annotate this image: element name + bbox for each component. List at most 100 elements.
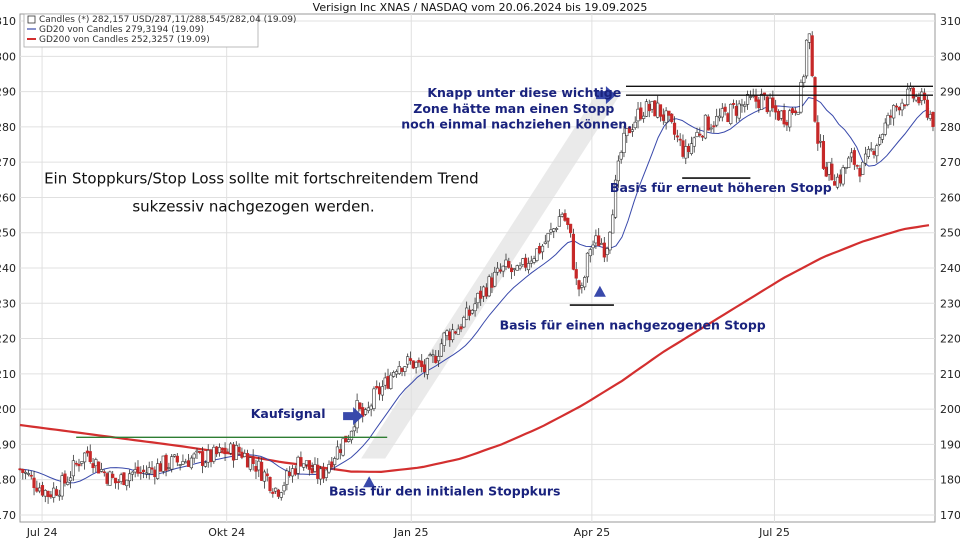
candle-down <box>122 472 126 485</box>
candle-up <box>745 94 750 105</box>
candle-down <box>158 463 163 472</box>
y-tick-label-left: 200 <box>0 403 16 416</box>
candle-up <box>914 96 918 101</box>
candle-up <box>644 101 649 117</box>
annotation-text: Kaufsignal <box>251 406 326 421</box>
candle-down <box>49 494 53 498</box>
candle-up <box>633 121 637 129</box>
candle-down <box>411 360 415 369</box>
candle-up <box>689 143 694 154</box>
candle-up <box>462 317 466 328</box>
candle-up <box>167 467 171 469</box>
candle-down <box>226 451 230 454</box>
y-tick-label-right: 290 <box>940 86 960 99</box>
candle-down <box>310 468 314 474</box>
candle-down <box>507 260 511 268</box>
y-tick-label-right: 170 <box>940 509 960 522</box>
candle-down <box>377 386 382 395</box>
candle-up <box>554 228 559 230</box>
y-tick-label-left: 250 <box>0 227 16 240</box>
candle-up <box>788 110 792 128</box>
candle-up <box>608 231 612 251</box>
candle-down <box>164 454 168 471</box>
levels-layer <box>76 85 933 439</box>
candle-down <box>889 115 893 118</box>
candle-down <box>259 461 264 481</box>
axis-layer: 170 170 180 180 190 190 200 200 210 210 220 220 230 2… <box>0 15 960 539</box>
legend: Candles (*) 282,157 USD/287,11/288,545/2… <box>23 13 296 48</box>
candle-up <box>622 132 626 153</box>
candle-up <box>470 309 474 314</box>
annotation-text: Zone hätte man einen Stopp <box>413 101 614 116</box>
candle-down <box>215 446 219 455</box>
candle-up <box>352 426 356 432</box>
candle-up <box>380 386 384 396</box>
candle-up <box>526 263 531 271</box>
right-arrow-marker <box>595 86 616 105</box>
legend-entry: Candles (*) 282,157 USD/287,11/288,545/2… <box>39 15 296 25</box>
candle-down <box>563 213 567 221</box>
candle-up <box>585 252 590 278</box>
candle-down <box>136 466 140 474</box>
candle-up <box>613 179 618 218</box>
candle-down <box>569 223 573 234</box>
x-tick-label: Apr 25 <box>574 526 611 539</box>
candle-down <box>479 290 483 299</box>
candle-down <box>793 110 797 113</box>
candle-down <box>790 108 795 114</box>
candle-up <box>695 132 699 138</box>
candle-up <box>372 388 376 409</box>
candle-up <box>861 161 865 175</box>
y-tick-label-right: 200 <box>940 403 960 416</box>
candle-down <box>268 476 272 491</box>
candle-down <box>139 472 143 474</box>
candle-up <box>619 151 623 160</box>
candle-up <box>38 487 42 492</box>
candle-down <box>855 165 859 167</box>
candle-up <box>195 450 199 453</box>
candle-down <box>566 217 570 225</box>
candle-up <box>900 102 904 111</box>
candle-down <box>858 167 862 177</box>
y-tick-label-right: 180 <box>940 474 960 487</box>
candle-up <box>549 229 553 233</box>
candle-up <box>866 148 870 157</box>
candle-down <box>917 96 921 104</box>
candle-up <box>583 277 587 288</box>
candle-up <box>192 453 196 459</box>
candle-up <box>656 102 660 118</box>
candle-down <box>872 150 876 155</box>
y-tick-label-left: 270 <box>0 156 16 169</box>
candle-down <box>706 116 710 131</box>
candle-up <box>217 447 222 453</box>
candle-up <box>184 461 188 464</box>
candle-up <box>349 430 354 441</box>
candle-down <box>321 466 325 479</box>
candle-up <box>144 472 149 475</box>
candle-down <box>271 491 275 494</box>
annotation-text: Knapp unter diese wichtige <box>427 85 621 100</box>
candle-up <box>532 258 536 263</box>
annotation-text: Basis für einen nachgezogenen Stopp <box>500 318 766 333</box>
candle-down <box>852 150 856 165</box>
candle-up <box>414 361 418 368</box>
candle-up <box>737 103 741 119</box>
candle-up <box>515 265 519 271</box>
candle-down <box>647 103 651 112</box>
candle-up <box>476 293 480 304</box>
candle-up <box>501 265 505 272</box>
candle-up <box>442 332 446 346</box>
candle-down <box>785 121 789 126</box>
candle-down <box>276 489 281 497</box>
candle-down <box>701 135 705 138</box>
candle-up <box>540 245 545 253</box>
y-tick-label-left: 230 <box>0 297 16 310</box>
candle-up <box>495 267 500 273</box>
candle-up <box>642 115 646 119</box>
candle-down <box>681 140 685 157</box>
x-tick-label: Jul 25 <box>758 526 790 539</box>
x-tick-label: Jul 24 <box>26 526 58 539</box>
candle-up <box>279 492 283 498</box>
candle-up <box>156 463 160 479</box>
candle-down <box>771 97 775 109</box>
